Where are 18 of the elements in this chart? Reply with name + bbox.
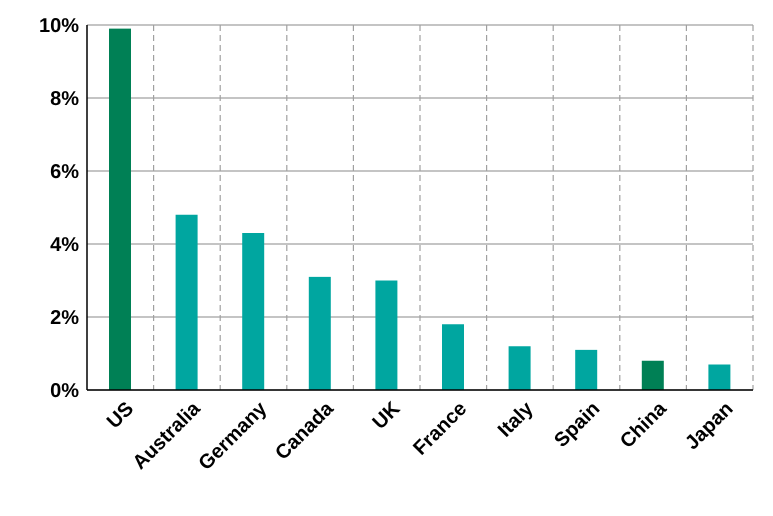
y-tick-label: 10% xyxy=(38,15,80,38)
y-tick-label: 2% xyxy=(50,307,80,330)
bar xyxy=(109,28,131,390)
y-tick-label: 6% xyxy=(50,161,80,184)
bar xyxy=(442,324,464,390)
bar xyxy=(242,233,264,390)
bar xyxy=(308,276,331,390)
bar xyxy=(176,214,198,390)
y-tick-label: 4% xyxy=(50,234,80,256)
bar xyxy=(375,280,398,390)
bar xyxy=(642,360,664,390)
y-tick-label: 8% xyxy=(50,88,80,110)
bar xyxy=(508,346,531,390)
x-tick-label: UK xyxy=(368,397,405,434)
y-tick-label: 0% xyxy=(50,380,80,402)
bar xyxy=(708,364,730,390)
bar xyxy=(575,350,598,390)
x-tick-label: US xyxy=(102,398,138,433)
